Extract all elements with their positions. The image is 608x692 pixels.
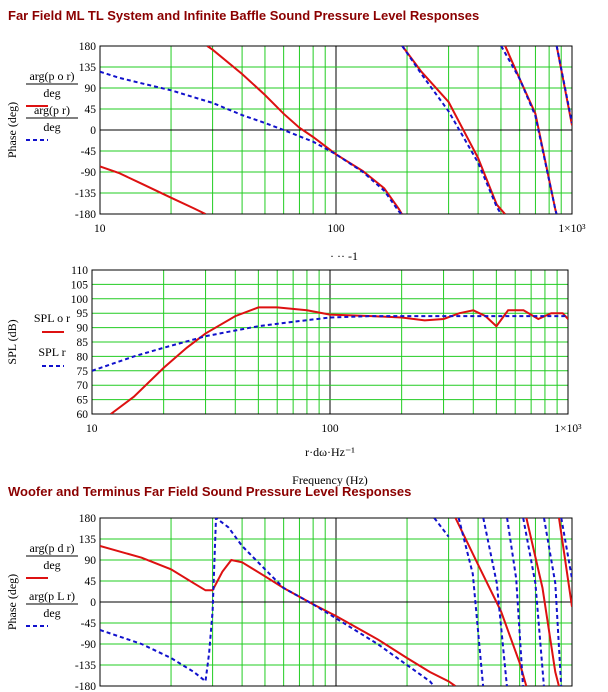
y-axis-title: Phase (deg) bbox=[5, 574, 19, 630]
plot-frame bbox=[91, 269, 569, 415]
y-tick-label: 90 bbox=[85, 83, 97, 95]
y-tick-label: -180 bbox=[75, 681, 96, 692]
y-tick-label: 90 bbox=[77, 323, 89, 335]
y-tick-label: 80 bbox=[77, 351, 89, 363]
plot-frame bbox=[99, 45, 573, 215]
y-tick-label: -45 bbox=[81, 618, 97, 630]
series-red bbox=[100, 518, 572, 686]
y-tick-label: 105 bbox=[71, 279, 89, 291]
x-axis-label: r·dω·Hz⁻¹ bbox=[305, 445, 355, 459]
x-axis-footer: Frequency (Hz) bbox=[292, 473, 368, 486]
y-tick-label: 95 bbox=[77, 308, 89, 320]
series-red bbox=[100, 46, 572, 214]
y-tick-label: -45 bbox=[81, 146, 97, 158]
x-tick-label: 10 bbox=[94, 223, 106, 235]
legend-numerator: arg(p o r) bbox=[29, 69, 74, 83]
y-tick-label: 45 bbox=[85, 104, 97, 116]
legend-numerator: arg(p d r) bbox=[29, 541, 74, 555]
phase-chart-system: 180 135 90 45 0 -45 -90 -135 -180 10 100 1×10³ Phase… bbox=[5, 41, 586, 263]
y-tick-label: 180 bbox=[79, 513, 97, 525]
series-blue bbox=[92, 315, 568, 372]
y-tick-label: -135 bbox=[75, 188, 96, 200]
y-axis-title: Phase (deg) bbox=[5, 102, 19, 158]
legend-denominator: deg bbox=[43, 120, 60, 134]
y-tick-label: 65 bbox=[77, 395, 89, 407]
spl-chart: 110 105 100 95 90 85 80 75 70 65 60 10 100 1×10³ SPL (… bbox=[5, 265, 582, 486]
y-tick-label: 90 bbox=[85, 555, 97, 567]
y-tick-label: -90 bbox=[81, 639, 97, 651]
legend-numerator: arg(p r) bbox=[34, 103, 70, 117]
series-red bbox=[110, 306, 568, 414]
legend-label: SPL o r bbox=[34, 311, 70, 325]
legend-denominator: deg bbox=[43, 558, 60, 572]
y-tick-label: -135 bbox=[75, 660, 96, 672]
grid bbox=[99, 45, 572, 215]
legend-numerator: arg(p L r) bbox=[29, 589, 75, 603]
x-axis-label: · ·· -1 bbox=[330, 249, 358, 263]
legend-label: SPL r bbox=[38, 345, 65, 359]
chart-title-1: Far Field ML TL System and Infinite Baff… bbox=[8, 8, 480, 23]
chart-title-2: Woofer and Terminus Far Field Sound Pres… bbox=[8, 484, 412, 499]
y-tick-label: 0 bbox=[90, 597, 96, 609]
y-tick-label: 70 bbox=[77, 380, 89, 392]
y-tick-label: 135 bbox=[79, 534, 97, 546]
x-tick-label: 100 bbox=[327, 223, 345, 235]
grid bbox=[91, 269, 568, 415]
phase-chart-woofer-terminus: 180 135 90 45 0 -45 -90 -135 -180 Phase (deg) arg(… bbox=[5, 513, 573, 692]
y-tick-label: 45 bbox=[85, 576, 97, 588]
legend-denominator: deg bbox=[43, 606, 60, 620]
y-axis-title: SPL (dB) bbox=[5, 319, 19, 364]
y-tick-label: -90 bbox=[81, 167, 97, 179]
legend-denominator: deg bbox=[43, 86, 60, 100]
y-tick-label: 0 bbox=[90, 125, 96, 137]
grid bbox=[99, 517, 572, 687]
y-tick-label: 60 bbox=[77, 409, 89, 421]
x-tick-label: 100 bbox=[321, 423, 339, 435]
x-tick-label: 10 bbox=[86, 423, 98, 435]
x-tick-label: 1×10³ bbox=[554, 423, 582, 435]
x-tick-label: 1×10³ bbox=[558, 223, 586, 235]
y-tick-label: 100 bbox=[71, 294, 89, 306]
y-tick-label: 110 bbox=[71, 265, 88, 277]
series-blue bbox=[100, 518, 572, 686]
y-tick-label: 75 bbox=[77, 366, 89, 378]
y-tick-label: 85 bbox=[77, 337, 89, 349]
y-tick-label: 135 bbox=[79, 62, 97, 74]
y-tick-label: 180 bbox=[79, 41, 97, 53]
y-tick-label: -180 bbox=[75, 209, 96, 221]
